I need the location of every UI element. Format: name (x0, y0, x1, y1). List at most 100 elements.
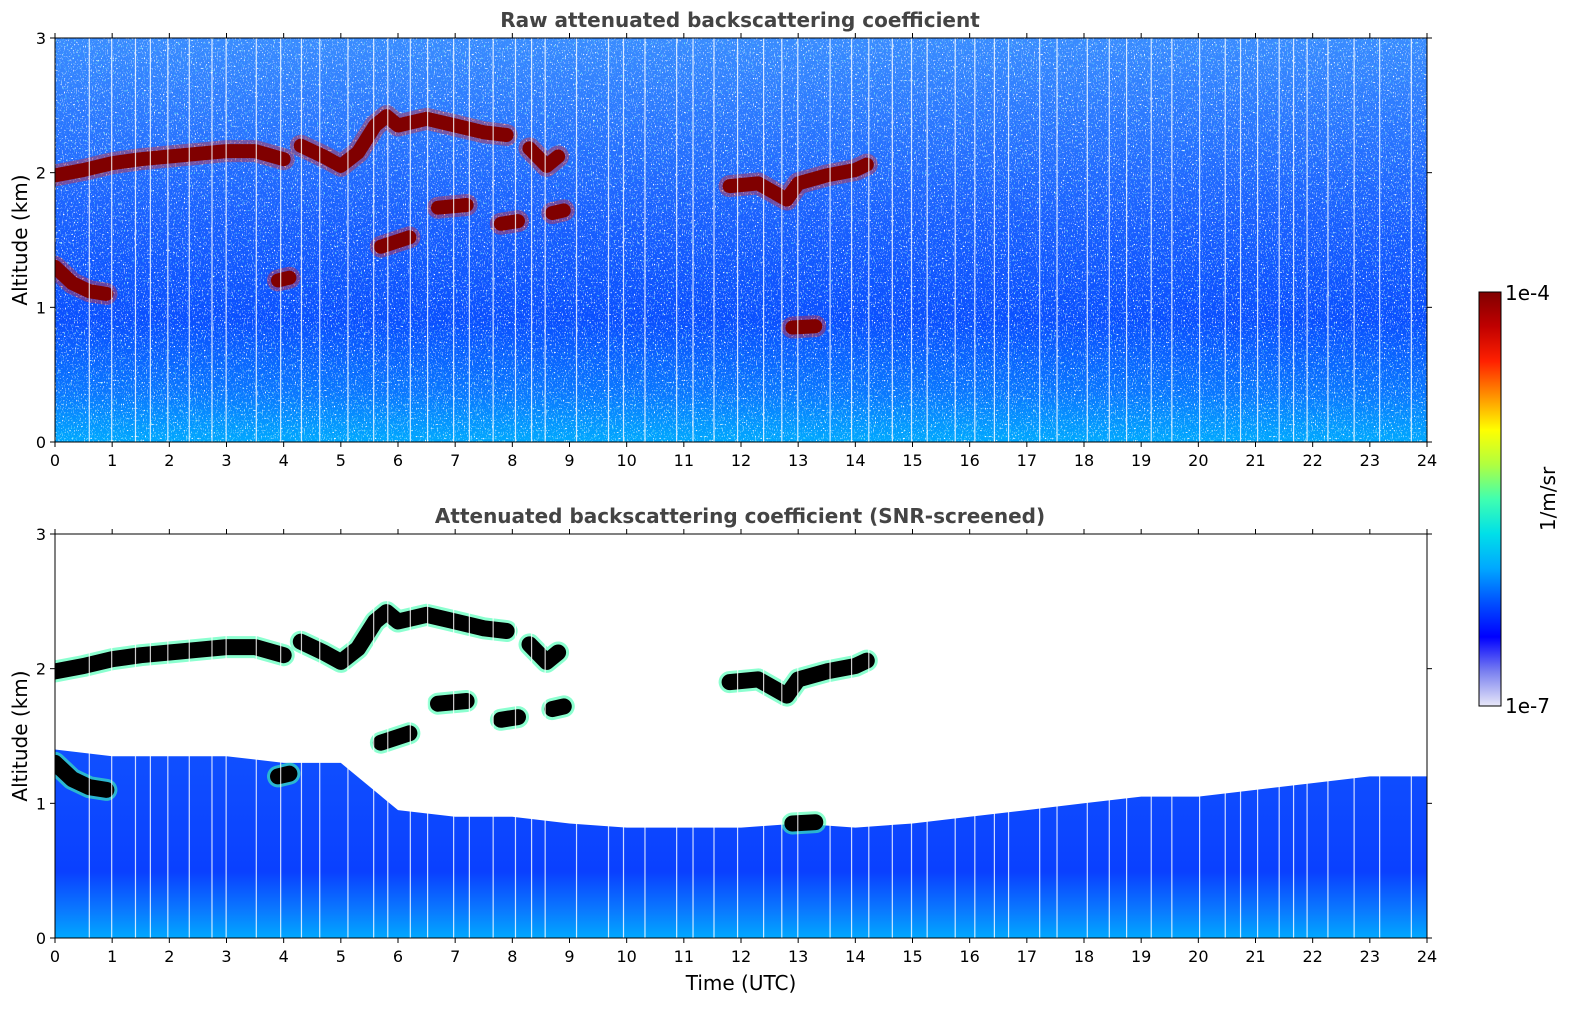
raw-panel: Raw attenuated backscattering coefficien… (8, 8, 1437, 470)
x-tick-label: 5 (336, 947, 346, 966)
x-tick-label: 21 (1245, 947, 1265, 966)
x-tick-label: 1 (107, 451, 117, 470)
x-tick-label: 1 (107, 947, 117, 966)
x-tick-label: 19 (1131, 451, 1151, 470)
x-tick-label: 2 (164, 947, 174, 966)
y-tick-label: 3 (36, 525, 46, 544)
cloud-layer (372, 725, 418, 751)
x-tick-label: 12 (731, 947, 751, 966)
raw-heatmap-noise-white (55, 38, 1427, 442)
x-tick-label: 24 (1417, 947, 1437, 966)
x-tick-label: 2 (164, 451, 174, 470)
raw-y-axis-label: Altitude (km) (8, 174, 32, 305)
screened-heatmap (55, 534, 1427, 938)
y-tick-label: 2 (36, 660, 46, 679)
y-tick-label: 3 (36, 29, 46, 48)
screened-x-axis: 0 1 2 3 4 5 6 7 8 9 10 11 12 13 14 15 16 17 18 19 20 21 22 23 24 (50, 529, 1437, 966)
x-tick-label: 20 (1188, 947, 1208, 966)
cloud-layer (292, 604, 515, 670)
x-tick-label: 17 (1017, 947, 1037, 966)
x-tick-label: 11 (674, 451, 694, 470)
x-tick-label: 9 (564, 451, 574, 470)
cloud-layer (373, 230, 417, 254)
cloud-layer (430, 693, 475, 712)
x-tick-label: 14 (845, 947, 865, 966)
x-tick-label: 22 (1302, 451, 1322, 470)
x-tick-label: 18 (1074, 451, 1094, 470)
colorbar-max-label: 1e-4 (1505, 281, 1550, 305)
colorbar-unit-label: 1/m/sr (1536, 466, 1560, 531)
x-tick-label: 9 (564, 947, 574, 966)
cloud-layer (270, 765, 298, 785)
cloud-layer (784, 814, 824, 832)
x-tick-label: 3 (221, 451, 231, 470)
cloud-layer (785, 319, 823, 335)
colorbar-scale (1478, 291, 1502, 707)
y-tick-label: 1 (36, 794, 46, 813)
screened-panel: Attenuated backscattering coefficient (S… (8, 504, 1437, 995)
screened-x-axis-label: Time (UTC) (685, 971, 797, 995)
y-tick-label: 2 (36, 164, 46, 183)
x-tick-label: 7 (450, 451, 460, 470)
x-tick-label: 20 (1188, 451, 1208, 470)
cloud-layer (544, 698, 572, 718)
x-tick-label: 13 (788, 451, 808, 470)
cloud-layer (55, 259, 114, 301)
x-tick-label: 18 (1074, 947, 1094, 966)
x-tick-label: 4 (279, 451, 289, 470)
x-tick-label: 12 (731, 451, 751, 470)
cloud-layer (431, 198, 474, 215)
cloud-layer (271, 270, 297, 288)
x-tick-label: 4 (279, 947, 289, 966)
x-tick-label: 7 (450, 947, 460, 966)
screened-y-axis-label: Altitude (km) (8, 670, 32, 801)
x-tick-label: 10 (616, 947, 636, 966)
x-tick-label: 13 (788, 947, 808, 966)
cloud-layer (55, 754, 115, 798)
x-tick-label: 14 (845, 451, 865, 470)
cloud-layer (545, 203, 571, 221)
colorbar-min-label: 1e-7 (1505, 694, 1550, 718)
x-tick-label: 23 (1360, 947, 1380, 966)
x-tick-label: 3 (221, 947, 231, 966)
raw-y-axis: 0 1 2 3 (36, 29, 1432, 452)
x-tick-label: 23 (1360, 451, 1380, 470)
y-tick-label: 1 (36, 298, 46, 317)
raw-panel-title: Raw attenuated backscattering coefficien… (500, 8, 980, 32)
x-tick-label: 16 (959, 451, 979, 470)
raw-x-axis: 0 1 2 3 4 5 6 7 8 9 10 11 12 13 14 15 16 17 18 19 20 21 22 23 24 (50, 33, 1437, 470)
x-tick-label: 0 (50, 451, 60, 470)
x-tick-label: 24 (1417, 451, 1437, 470)
x-tick-label: 5 (336, 451, 346, 470)
x-tick-label: 11 (674, 947, 694, 966)
screened-panel-title: Attenuated backscattering coefficient (S… (435, 504, 1045, 528)
x-tick-label: 19 (1131, 947, 1151, 966)
cloud-layer (55, 639, 292, 680)
x-tick-label: 0 (50, 947, 60, 966)
cloud-layer (55, 144, 291, 183)
y-tick-label: 0 (36, 929, 46, 948)
x-tick-label: 6 (393, 947, 403, 966)
x-tick-label: 10 (616, 451, 636, 470)
x-tick-label: 15 (902, 947, 922, 966)
x-tick-label: 22 (1302, 947, 1322, 966)
screened-cloud-layers (55, 601, 878, 835)
screened-boundary-layer (55, 749, 1427, 938)
colorbar: 1e-4 1e-7 1/m/sr (1478, 281, 1560, 718)
x-tick-label: 8 (507, 947, 517, 966)
raw-missing-profiles (88, 38, 1412, 442)
x-tick-label: 21 (1245, 451, 1265, 470)
y-tick-label: 0 (36, 433, 46, 452)
x-tick-label: 6 (393, 451, 403, 470)
x-tick-label: 15 (902, 451, 922, 470)
x-tick-label: 8 (507, 451, 517, 470)
raw-heatmap (55, 38, 1427, 442)
cloud-layer (293, 109, 514, 173)
x-tick-label: 17 (1017, 451, 1037, 470)
screened-y-axis: 0 1 2 3 (36, 525, 1432, 948)
cloud-layer (521, 636, 567, 670)
x-tick-label: 16 (959, 947, 979, 966)
screened-missing-profiles (88, 534, 1412, 938)
cloud-layer (522, 141, 566, 173)
